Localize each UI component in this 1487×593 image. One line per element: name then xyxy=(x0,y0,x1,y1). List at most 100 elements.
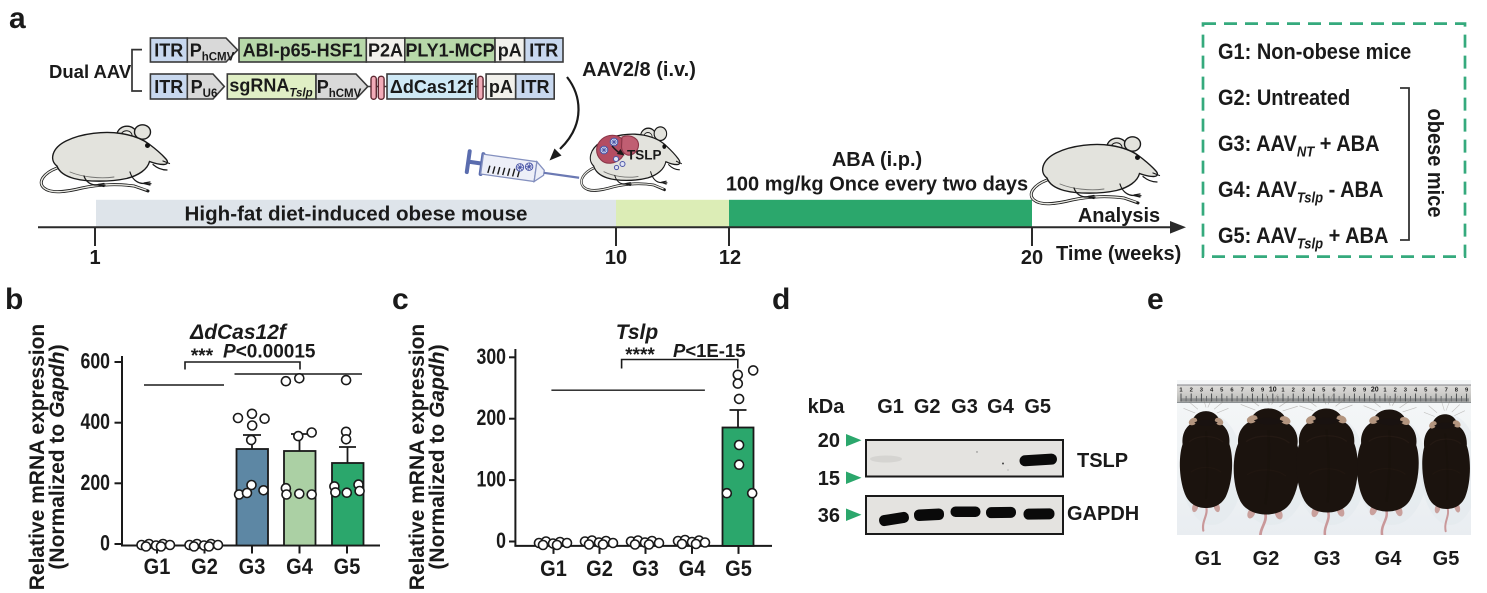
svg-text:G1: G1 xyxy=(1195,548,1222,570)
svg-text:High-fat diet-induced obese mo: High-fat diet-induced obese mouse xyxy=(185,204,528,226)
svg-text:9: 9 xyxy=(1261,388,1265,394)
svg-text:1: 1 xyxy=(89,247,100,269)
svg-text:G5: AAVTslp + ABA: G5: AAVTslp + ABA xyxy=(1218,224,1388,252)
svg-text:Tslp: Tslp xyxy=(616,321,659,344)
svg-text:100 mg/kg Once every two days: 100 mg/kg Once every two days xyxy=(726,174,1028,196)
svg-text:Time (weeks): Time (weeks) xyxy=(1056,243,1181,265)
svg-text:obese mice: obese mice xyxy=(1423,109,1447,218)
svg-text:TSLP: TSLP xyxy=(1077,450,1128,472)
svg-text:Dual AAV: Dual AAV xyxy=(49,61,132,82)
svg-text:4: 4 xyxy=(1312,388,1316,394)
svg-text:GAPDH: GAPDH xyxy=(1067,503,1139,525)
svg-text:G3: G3 xyxy=(1314,548,1341,570)
svg-text:G4: G4 xyxy=(286,555,313,579)
svg-text:kDa: kDa xyxy=(808,396,846,418)
svg-text:ITR: ITR xyxy=(529,41,558,61)
svg-text:ABA (i.p.): ABA (i.p.) xyxy=(832,149,922,171)
svg-text:G1: Non-obese mice: G1: Non-obese mice xyxy=(1218,40,1411,64)
svg-text:G2: G2 xyxy=(586,557,613,581)
svg-text:9: 9 xyxy=(1363,388,1367,394)
svg-text:2: 2 xyxy=(1394,388,1397,394)
svg-text:e: e xyxy=(1147,283,1164,316)
svg-text:ΔdCas12f: ΔdCas12f xyxy=(390,77,474,97)
svg-text:2: 2 xyxy=(1190,388,1193,394)
svg-text:5: 5 xyxy=(1322,388,1326,394)
svg-text:G3: G3 xyxy=(239,555,266,579)
svg-text:G5: G5 xyxy=(1024,396,1051,418)
svg-text:8: 8 xyxy=(1455,388,1459,394)
svg-text:2: 2 xyxy=(1292,388,1295,394)
svg-text:Relative mRNA expression: Relative mRNA expression xyxy=(406,324,429,591)
svg-text:(Normalized to Gapdh): (Normalized to Gapdh) xyxy=(46,344,69,569)
svg-text:6: 6 xyxy=(1230,388,1234,394)
svg-text:ITR: ITR xyxy=(154,41,183,61)
svg-text:G1: G1 xyxy=(540,557,567,581)
svg-text:5: 5 xyxy=(1424,388,1428,394)
svg-text:1: 1 xyxy=(1281,388,1285,394)
svg-text:****: **** xyxy=(625,345,655,366)
svg-text:c: c xyxy=(392,283,409,316)
svg-text:G2: G2 xyxy=(914,396,941,418)
svg-text:G5: G5 xyxy=(725,557,752,581)
svg-text:10: 10 xyxy=(1269,387,1277,394)
svg-text:Analysis: Analysis xyxy=(1078,205,1160,227)
svg-text:3: 3 xyxy=(1200,388,1204,394)
svg-text:ITR: ITR xyxy=(154,77,183,97)
svg-text:d: d xyxy=(772,283,790,316)
svg-text:4: 4 xyxy=(1210,388,1214,394)
svg-text:PLY1-MCP: PLY1-MCP xyxy=(405,41,494,61)
svg-text:10: 10 xyxy=(605,247,627,269)
svg-text:20: 20 xyxy=(1021,247,1043,269)
svg-text:pA: pA xyxy=(498,41,522,61)
svg-text:4: 4 xyxy=(1414,388,1418,394)
svg-text:G5: G5 xyxy=(334,555,361,579)
svg-text:3: 3 xyxy=(1302,388,1306,394)
svg-text:6: 6 xyxy=(1434,388,1438,394)
svg-text:G3: G3 xyxy=(951,396,978,418)
svg-text:G4: G4 xyxy=(679,557,706,581)
svg-text:5: 5 xyxy=(1220,388,1224,394)
svg-text:ITR: ITR xyxy=(521,77,550,97)
svg-text:G5: G5 xyxy=(1433,548,1460,570)
svg-text:TSLP: TSLP xyxy=(627,148,662,163)
svg-text:100: 100 xyxy=(477,468,506,492)
svg-text:8: 8 xyxy=(1251,388,1255,394)
svg-text:1: 1 xyxy=(1383,388,1387,394)
svg-text:3: 3 xyxy=(1404,388,1408,394)
svg-text:20: 20 xyxy=(1371,387,1379,394)
svg-text:7: 7 xyxy=(1241,388,1244,394)
svg-text:P<0.00015: P<0.00015 xyxy=(223,342,316,363)
svg-text:15: 15 xyxy=(818,468,840,490)
svg-text:12: 12 xyxy=(719,247,741,269)
svg-text:AAV2/8 (i.v.): AAV2/8 (i.v.) xyxy=(582,59,696,81)
svg-text:G4: G4 xyxy=(1375,548,1403,570)
svg-text:G3: AAVNT + ABA: G3: AAVNT + ABA xyxy=(1218,132,1380,160)
svg-text:20: 20 xyxy=(818,430,840,452)
svg-text:ABI-p65-HSF1: ABI-p65-HSF1 xyxy=(243,41,363,61)
svg-text:G1: G1 xyxy=(144,555,171,579)
svg-text:400: 400 xyxy=(81,410,110,434)
svg-text:P2A: P2A xyxy=(368,41,403,61)
svg-text:G2: G2 xyxy=(1253,548,1280,570)
svg-text:G2: G2 xyxy=(191,555,218,579)
svg-text:G4: G4 xyxy=(987,396,1015,418)
svg-text:G2: Untreated: G2: Untreated xyxy=(1218,86,1350,110)
svg-text:200: 200 xyxy=(81,471,110,495)
svg-text:200: 200 xyxy=(477,406,506,430)
svg-text:G3: G3 xyxy=(632,557,659,581)
svg-text:Relative mRNA expression: Relative mRNA expression xyxy=(26,324,49,591)
svg-text:(Normalized to Gapdh): (Normalized to Gapdh) xyxy=(426,344,449,569)
svg-text:G4: AAVTslp - ABA: G4: AAVTslp - ABA xyxy=(1218,178,1383,206)
svg-text:0: 0 xyxy=(496,529,506,553)
svg-text:36: 36 xyxy=(818,505,840,527)
svg-text:b: b xyxy=(5,283,23,316)
svg-text:pA: pA xyxy=(489,77,513,97)
svg-text:0: 0 xyxy=(100,532,110,556)
svg-text:ΔdCas12f: ΔdCas12f xyxy=(189,321,288,344)
svg-text:6: 6 xyxy=(1332,388,1336,394)
svg-text:P<1E-15: P<1E-15 xyxy=(673,340,746,361)
svg-text:***: *** xyxy=(191,346,214,367)
svg-text:8: 8 xyxy=(1353,388,1357,394)
svg-text:1: 1 xyxy=(1179,388,1183,394)
svg-text:9: 9 xyxy=(1465,388,1469,394)
